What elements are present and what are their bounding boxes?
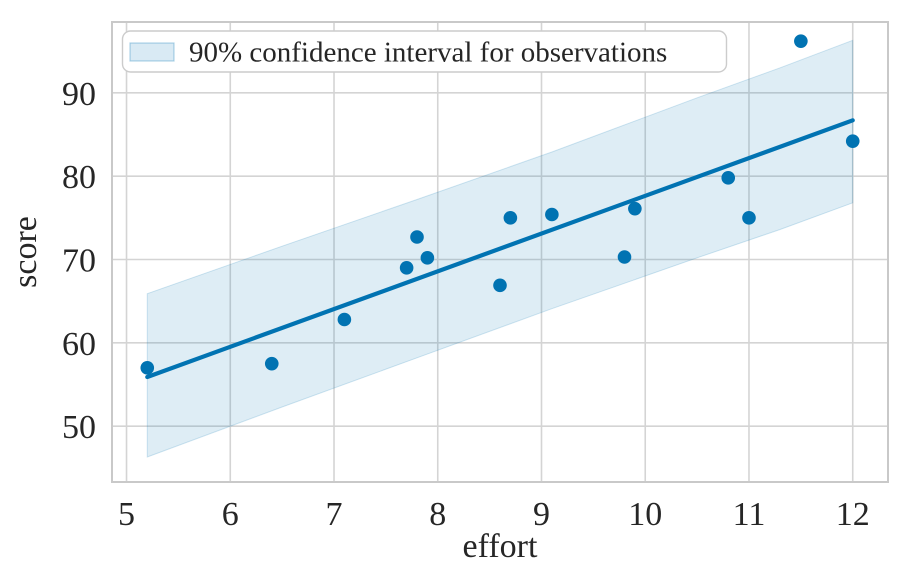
data-point [845,134,860,148]
legend-label: 90% confidence interval for observations [189,37,667,69]
data-point [140,361,155,375]
y-axis-label: score [7,216,44,288]
axes-frame [111,21,889,483]
x-tick-label: 12 [836,496,870,533]
data-point [617,250,632,264]
data-point [410,230,424,244]
y-tick-label: 90 [62,76,96,113]
x-tick-labels: 5 6 7 8 9 10 11 12 [118,496,870,533]
x-tick-label: 10 [628,496,662,533]
x-tick-label: 11 [733,496,766,533]
y-tick-labels: 50 60 70 80 90 [62,76,96,446]
data-point [628,201,642,216]
y-tick-label: 80 [62,159,96,196]
x-tick-label: 5 [118,496,135,533]
y-tick-label: 50 [62,409,96,446]
data-point [420,251,435,265]
data-point [545,207,559,222]
y-tick-label: 60 [62,326,96,363]
data-point [721,171,736,185]
x-tick-label: 9 [533,496,550,533]
data-point [493,278,507,293]
data-point [399,261,414,275]
scatter-points [140,34,860,375]
legend-box [121,30,728,73]
regression-line [145,118,855,380]
data-point [264,356,279,371]
x-tick-label: 6 [222,496,239,533]
y-tick-label: 70 [62,243,96,280]
x-tick-label: 8 [429,496,446,533]
x-axis-label: effort [463,528,538,565]
data-point [794,34,808,48]
data-point [337,312,352,327]
legend: 90% confidence interval for observations [121,30,728,73]
regression-line-path [145,118,855,380]
data-point [503,211,518,225]
data-point [742,211,756,225]
confidence-band-swatch-icon [129,42,175,62]
gridlines [112,22,888,482]
x-tick-label: 7 [326,496,343,533]
